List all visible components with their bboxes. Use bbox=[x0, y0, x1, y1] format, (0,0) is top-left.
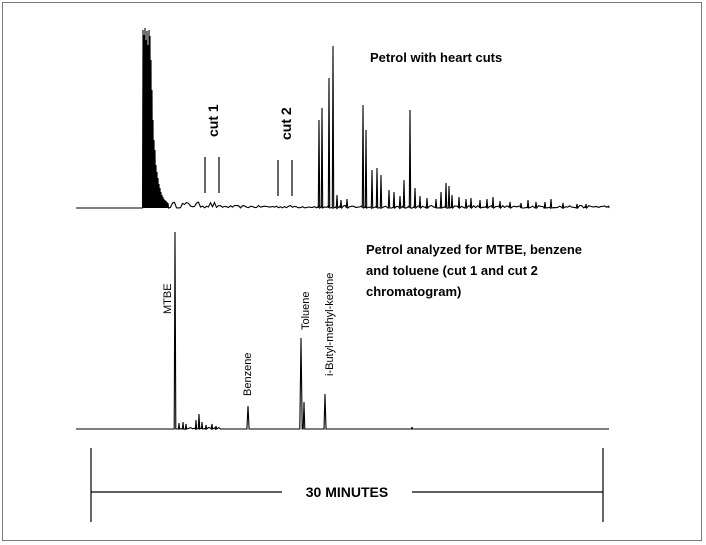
bottom-chromatogram: Petrol analyzed for MTBE, benzene and to… bbox=[76, 231, 609, 431]
time-scale-label: 30 MINUTES bbox=[306, 484, 388, 500]
bottom-chart-title-line-2: and toluene (cut 1 and cut 2 bbox=[366, 263, 538, 278]
bottom-trace-line bbox=[76, 231, 609, 431]
peak-label-mtbe: MTBE bbox=[162, 283, 174, 314]
top-trace-line bbox=[76, 27, 610, 210]
cut-1-label: cut 1 bbox=[205, 104, 221, 137]
time-scale-bar: 30 MINUTES bbox=[90, 448, 604, 522]
cut-2-label: cut 2 bbox=[278, 107, 294, 140]
bottom-chart-title-line-3: chromatogram) bbox=[366, 284, 461, 299]
peak-label-benzene: Benzene bbox=[242, 353, 254, 396]
bottom-chart-title-line-1: Petrol analyzed for MTBE, benzene bbox=[366, 242, 582, 257]
peak-label-i-butyl-methyl-ketone: i-Butyl-methyl-ketone bbox=[324, 273, 336, 376]
top-chart-title: Petrol with heart cuts bbox=[370, 50, 502, 65]
top-chromatogram: Petrol with heart cuts cut 1 cut 2 bbox=[76, 27, 610, 210]
peak-label-toluene: Toluene bbox=[300, 291, 312, 330]
